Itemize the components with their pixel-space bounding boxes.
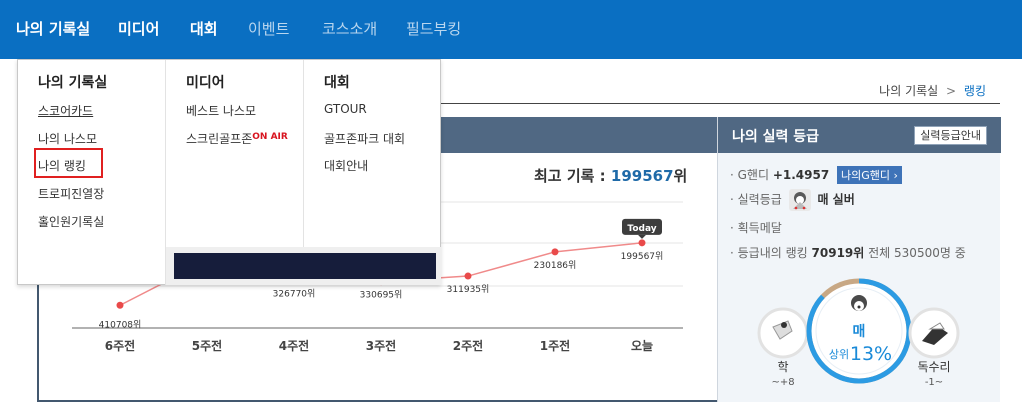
- top-nav: 나의 기록실 미디어 대회 이벤트 코스소개 필드부킹: [0, 0, 1022, 59]
- eagle-grade-name: 독수리: [917, 360, 950, 374]
- my-ranking-highlight: [34, 148, 103, 178]
- nav-field-booking[interactable]: 필드부킹: [406, 20, 462, 38]
- menu-item-scorecard[interactable]: 스코어카드: [38, 104, 94, 118]
- dropdown-col-my-records: 나의 기록실 스코어카드 나의 나스모 나의 랭킹 트로피진열장 홀인원기록실: [18, 60, 166, 285]
- menu-item-best-nasmo[interactable]: 베스트 나스모: [186, 104, 257, 118]
- screen-golfzon-label: 스크린골프존: [186, 132, 253, 146]
- eagle-grade-range: -1~: [925, 377, 943, 388]
- chart-x-tick-label: 6주전: [105, 338, 135, 353]
- today-badge-pointer: [638, 234, 646, 239]
- skill-grade-value: 매 실버: [817, 192, 855, 207]
- medal-label: · 획득메달: [730, 221, 782, 235]
- dropdown-heading-tournament[interactable]: 대회: [324, 75, 350, 91]
- grade-rank-label: · 등급내의 랭킹: [730, 246, 808, 260]
- menu-item-my-ranking[interactable]: 나의 랭킹: [38, 159, 86, 173]
- chart-point: [638, 239, 646, 247]
- grade-rank-value: 70919위: [811, 246, 865, 260]
- chart-data-label: 199567위: [621, 251, 664, 262]
- chart-x-tick-label: 5주전: [192, 338, 222, 353]
- my-ghandi-button[interactable]: 나의G핸디 ›: [837, 166, 902, 184]
- nav-event[interactable]: 이벤트: [248, 20, 290, 38]
- ghandi-label: · G핸디: [730, 168, 770, 182]
- menu-item-hole-in-one[interactable]: 홀인원기록실: [38, 215, 105, 229]
- chart-data-label: 230186위: [534, 260, 577, 271]
- chart-x-tick-label: 2주전: [453, 338, 483, 353]
- hawk-icon: [851, 295, 867, 311]
- menu-item-tournament-guide[interactable]: 대회안내: [324, 159, 369, 173]
- menu-item-my-nasmo[interactable]: 나의 나스모: [38, 132, 98, 146]
- ghandi-row: · G핸디 +1.4957 나의G핸디 ›: [730, 166, 902, 184]
- dropdown-banner[interactable]: [174, 253, 436, 279]
- today-badge-label: Today: [627, 224, 656, 234]
- skill-grade-row: · 실력등급 매 실버: [730, 189, 855, 211]
- chart-x-tick-label: 4주전: [279, 338, 309, 353]
- breadcrumb-parent[interactable]: 나의 기록실: [879, 84, 939, 98]
- best-record-unit: 위: [673, 167, 688, 185]
- nav-course-intro[interactable]: 코스소개: [322, 20, 378, 38]
- breadcrumb-current: 랭킹: [963, 84, 986, 98]
- chart-point: [464, 272, 472, 280]
- best-record: 최고 기록 : 199567위: [534, 165, 687, 186]
- on-air-badge: ON AIR: [252, 132, 288, 142]
- eagle-icon: [922, 322, 948, 345]
- hawk-grade-name: 매: [853, 324, 866, 340]
- grade-rank-row: · 등급내의 랭킹 70919위 전체 530500명 중: [730, 244, 966, 261]
- menu-item-gtour[interactable]: GTOUR: [324, 102, 367, 116]
- menu-item-trophy-case[interactable]: 트로피진열장: [38, 187, 105, 201]
- crane-grade-name: 학: [777, 360, 788, 374]
- dropdown-col-tournament: 대회 GTOUR 골프존파크 대회 대회안내: [304, 60, 441, 247]
- top-percent-value: 13%: [850, 343, 892, 365]
- chart-data-label: 311935위: [447, 284, 490, 295]
- chart-data-label: 410708위: [99, 319, 142, 330]
- grade-rank-total: 전체 530500명 중: [868, 246, 966, 260]
- grade-panel-header: 나의 실력 등급 실력등급안내: [718, 117, 1001, 153]
- nav-tournament[interactable]: 대회: [190, 20, 218, 38]
- nav-dropdown-menu: 나의 기록실 스코어카드 나의 나스모 나의 랭킹 트로피진열장 홀인원기록실 …: [17, 59, 441, 285]
- grade-panel: 나의 실력 등급 실력등급안내 · G핸디 +1.4957 나의G핸디 › · …: [717, 117, 1001, 402]
- dropdown-col-media: 미디어 베스트 나스모 스크린골프존ON AIR: [166, 60, 304, 247]
- breadcrumb-divider: [440, 103, 1000, 104]
- crane-icon: [772, 320, 793, 340]
- chart-x-tick-label: 오늘: [631, 339, 653, 353]
- best-record-label: 최고 기록 :: [534, 167, 606, 185]
- breadcrumb: 나의 기록실 > 랭킹: [879, 82, 986, 99]
- menu-item-golfzonpark-tournament[interactable]: 골프존파크 대회: [324, 132, 406, 146]
- medal-row: · 획득메달: [730, 219, 782, 236]
- hawk-avatar-icon: [788, 189, 811, 211]
- nav-media[interactable]: 미디어: [118, 20, 160, 38]
- nav-my-records[interactable]: 나의 기록실: [16, 20, 91, 38]
- chart-point: [551, 248, 559, 256]
- skill-grade-label: · 실력등급: [730, 192, 782, 207]
- top-percent-label: 상위: [829, 348, 849, 361]
- hawk-grade-circle: [809, 281, 909, 381]
- best-record-value: 199567: [610, 167, 674, 185]
- today-badge: [622, 218, 662, 235]
- breadcrumb-separator: >: [946, 84, 957, 98]
- crane-grade-range: ~+8: [771, 377, 794, 388]
- grade-title: 나의 실력 등급: [732, 129, 820, 145]
- chart-x-tick-label: 1주전: [540, 338, 570, 353]
- ghandi-value: +1.4957: [772, 168, 830, 182]
- dropdown-heading-media[interactable]: 미디어: [186, 75, 225, 91]
- grade-guide-button[interactable]: 실력등급안내: [914, 126, 987, 145]
- menu-item-screen-golfzon[interactable]: 스크린골프존ON AIR: [186, 130, 288, 147]
- chart-data-label: 330695위: [360, 290, 403, 301]
- chart-data-label: 326770위: [273, 288, 316, 299]
- chart-x-tick-label: 3주전: [366, 338, 396, 353]
- grade-progress-graphic: 학 ~+8 매 상위 13% 독수리 -1~: [757, 278, 960, 388]
- dropdown-heading-my-records[interactable]: 나의 기록실: [38, 75, 108, 91]
- chart-point: [116, 301, 124, 309]
